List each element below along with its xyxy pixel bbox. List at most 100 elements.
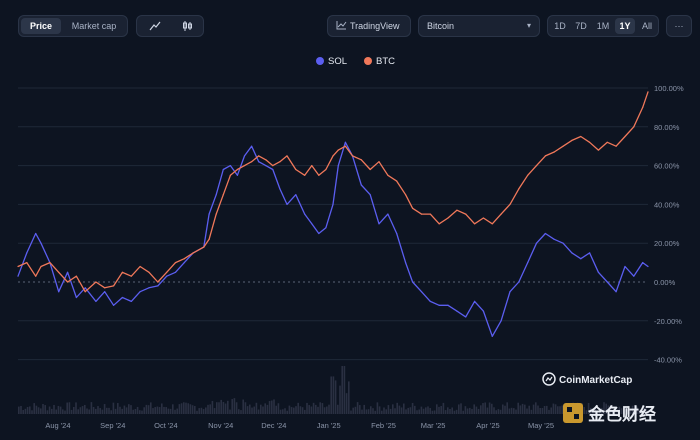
- legend-item-sol[interactable]: SOL: [316, 56, 347, 67]
- volume-bar: [31, 410, 33, 414]
- tab-price[interactable]: Price: [21, 18, 61, 34]
- volume-bar: [207, 404, 209, 414]
- volume-bar: [433, 410, 436, 414]
- data-point-sol: [286, 203, 288, 205]
- data-point-sol: [387, 213, 389, 215]
- data-point-btc: [26, 262, 28, 264]
- volume-bar: [348, 381, 350, 414]
- data-point-sol: [84, 287, 86, 289]
- tab-market-cap[interactable]: Market cap: [71, 21, 117, 31]
- volume-bar: [431, 410, 434, 414]
- data-point-sol: [311, 223, 313, 225]
- volume-bar: [552, 403, 555, 414]
- legend-item-btc[interactable]: BTC: [364, 56, 395, 67]
- data-point-sol: [243, 155, 246, 157]
- tradingview-label: TradingView: [350, 21, 400, 31]
- volume-bar: [510, 407, 513, 414]
- data-point-btc: [404, 194, 407, 196]
- range-all[interactable]: All: [641, 21, 652, 31]
- data-point-sol: [258, 161, 260, 163]
- volume-bar: [447, 407, 449, 414]
- volume-bar: [326, 406, 328, 414]
- range-1d[interactable]: 1D: [554, 21, 566, 31]
- volume-bar: [97, 406, 99, 414]
- data-point-btc: [438, 223, 440, 225]
- volume-bar: [493, 407, 495, 414]
- volume-bar: [198, 408, 200, 414]
- data-point-sol: [465, 316, 467, 318]
- data-point-sol: [535, 242, 538, 244]
- volume-bar: [262, 406, 264, 414]
- range-1m[interactable]: 1M: [596, 21, 610, 31]
- volume-bar: [310, 406, 313, 414]
- volume-bar: [119, 406, 121, 414]
- data-point-sol: [40, 242, 42, 244]
- volume-bar: [356, 402, 359, 414]
- data-point-btc: [75, 275, 77, 277]
- data-point-sol: [360, 184, 362, 186]
- range-1y[interactable]: 1Y: [615, 18, 635, 34]
- volume-bar: [260, 404, 262, 414]
- data-point-btc: [112, 285, 115, 287]
- volume-bar: [488, 402, 491, 414]
- data-point-btc: [166, 271, 168, 273]
- data-point-sol: [606, 281, 608, 283]
- volume-bar: [103, 404, 106, 414]
- data-point-sol: [325, 227, 327, 229]
- range-selector: 1D 7D 1M 1Y All: [547, 15, 659, 37]
- data-point-btc: [183, 258, 185, 260]
- volume-bar: [392, 404, 394, 414]
- data-point-btc: [571, 139, 573, 141]
- volume-bar: [394, 408, 396, 414]
- volume-bar: [631, 405, 634, 414]
- x-tick-label: May '25: [528, 421, 554, 430]
- volume-bar: [458, 404, 460, 414]
- volume-bar: [554, 404, 557, 414]
- data-point-sol: [222, 168, 224, 171]
- range-7d[interactable]: 7D: [575, 21, 587, 31]
- y-tick-label: 60.00%: [654, 162, 680, 171]
- data-point-sol: [332, 203, 334, 205]
- volume-bar: [480, 405, 482, 414]
- volume-bar: [332, 376, 335, 414]
- data-point-btc: [351, 155, 354, 157]
- data-point-sol: [157, 285, 159, 287]
- candlestick-button[interactable]: [173, 18, 201, 34]
- x-tick-label: Apr '25: [476, 421, 500, 430]
- data-point-sol: [509, 291, 511, 293]
- volume-bar: [84, 404, 86, 414]
- y-tick-label: 20.00%: [654, 239, 680, 248]
- volume-bar: [273, 399, 275, 414]
- volume-bar: [378, 406, 381, 414]
- volume-bar: [475, 406, 478, 414]
- data-point-btc: [139, 265, 141, 268]
- volume-bar: [286, 410, 288, 414]
- volume-bar: [438, 406, 440, 414]
- line-chart-icon: [149, 21, 161, 31]
- volume-bar: [268, 401, 271, 414]
- volume-bar: [29, 406, 31, 414]
- volume-bar: [396, 402, 398, 414]
- data-point-btc: [544, 155, 546, 157]
- data-point-btc: [311, 165, 313, 167]
- volume-bar: [370, 406, 372, 414]
- y-axis-ticks: 100.00% 80.00% 60.00% 40.00% 20.00% 0.00% -20.…: [654, 84, 684, 365]
- compare-select[interactable]: Bitcoin ▾: [418, 15, 540, 37]
- volume-bar: [202, 409, 205, 414]
- volume-bar: [506, 402, 508, 414]
- tradingview-button[interactable]: TradingView: [327, 15, 411, 37]
- volume-bar: [183, 402, 185, 414]
- data-point-sol: [174, 271, 177, 273]
- volume-bar: [453, 410, 456, 414]
- more-options-button[interactable]: ···: [666, 15, 692, 37]
- data-point-sol: [229, 165, 231, 167]
- data-point-btc: [420, 213, 423, 215]
- data-point-sol: [500, 320, 502, 322]
- volume-bar: [136, 406, 139, 414]
- volume-bar: [363, 404, 365, 414]
- line-chart-button[interactable]: [141, 18, 169, 34]
- volume-bar: [156, 406, 159, 414]
- volume-bar: [213, 408, 216, 414]
- data-point-sol: [456, 310, 458, 312]
- data-point-btc: [286, 155, 288, 157]
